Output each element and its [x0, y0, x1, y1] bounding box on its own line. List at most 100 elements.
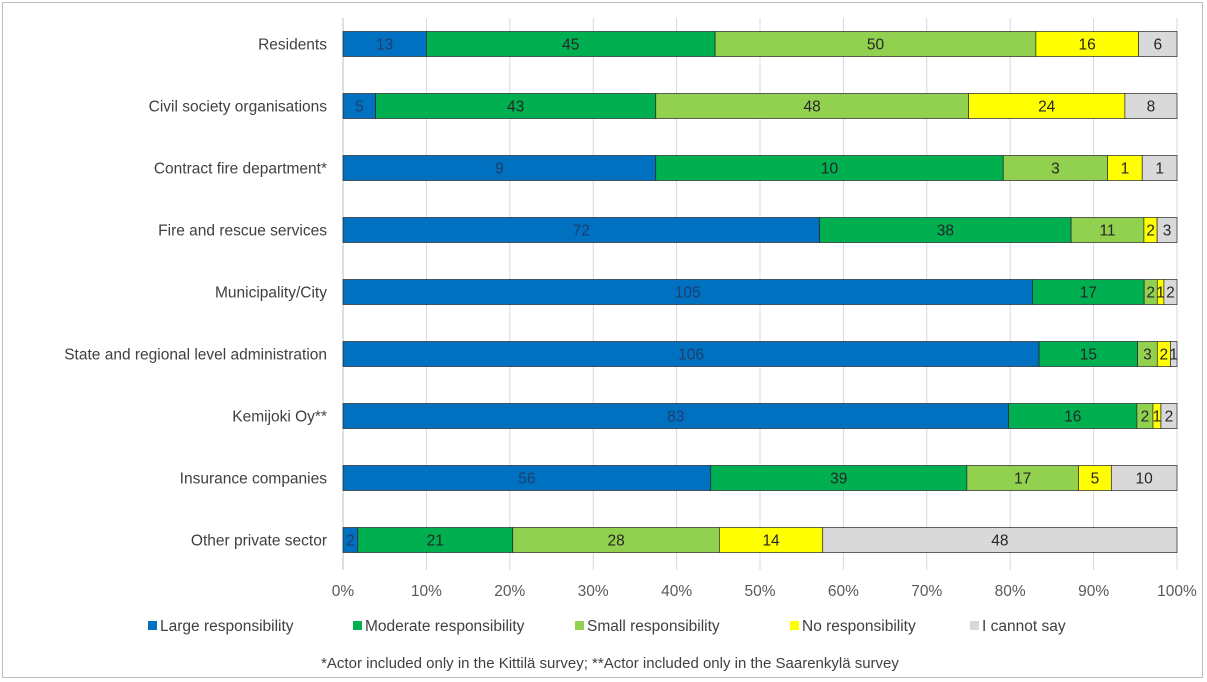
- data-label: 3: [1051, 161, 1060, 178]
- bar-segment: [1107, 155, 1143, 181]
- bar-segment: [655, 93, 969, 119]
- data-label: 39: [830, 471, 847, 488]
- legend-label: Moderate responsibility: [365, 618, 525, 635]
- bar-segment: [342, 279, 1033, 305]
- bar-segment: [342, 341, 1040, 367]
- bar-segment: [1032, 279, 1145, 305]
- data-label: 1: [1153, 409, 1162, 426]
- legend-label: No responsibility: [802, 618, 916, 635]
- bar-segment: [1160, 403, 1178, 429]
- data-label: 1: [1169, 347, 1178, 364]
- bar-segment: [966, 465, 1079, 491]
- data-label: 16: [1064, 409, 1081, 426]
- data-label: 2: [1160, 347, 1169, 364]
- bar-segment: [1110, 465, 1178, 491]
- data-label: 2: [1146, 223, 1155, 240]
- data-label: 10: [1136, 471, 1154, 488]
- data-label: 38: [937, 223, 954, 240]
- x-tick-label: 80%: [995, 583, 1026, 600]
- bar-segment: [819, 217, 1072, 243]
- bar-segment: [1124, 93, 1178, 119]
- data-label: 3: [1143, 347, 1152, 364]
- data-label: 83: [667, 409, 684, 426]
- bar-segment: [357, 527, 514, 553]
- x-tick-label: 20%: [494, 583, 525, 600]
- data-label: 17: [1014, 471, 1031, 488]
- x-tick-label: 90%: [1078, 583, 1109, 600]
- bar-segment: [1070, 217, 1145, 243]
- data-label: 11: [1099, 223, 1115, 240]
- data-label: 8: [1147, 99, 1156, 116]
- data-label: 10: [821, 161, 839, 178]
- bar-segment: [1163, 279, 1178, 305]
- bar-segment: [1170, 341, 1178, 367]
- category-label: Fire and rescue services: [158, 223, 327, 240]
- data-label: 5: [1091, 471, 1100, 488]
- bar-segment: [1141, 155, 1178, 181]
- bar-segment: [1008, 403, 1138, 429]
- bar-segment: [342, 217, 820, 243]
- data-label: 2: [1146, 285, 1155, 302]
- x-tick-label: 30%: [578, 583, 609, 600]
- legend-label: Small responsibility: [587, 618, 720, 635]
- chart-footnote: *Actor included only in the Kittilä surv…: [321, 655, 899, 672]
- data-label: 2: [1166, 285, 1175, 302]
- legend-swatch: [790, 621, 799, 630]
- data-label: 45: [562, 37, 579, 54]
- x-tick-label: 40%: [661, 583, 692, 600]
- category-label: State and regional level administration: [64, 347, 327, 364]
- data-label: 15: [1080, 347, 1097, 364]
- bar-segment: [1002, 155, 1108, 181]
- category-label: Municipality/City: [215, 285, 327, 302]
- bar-segment: [822, 527, 1178, 553]
- data-label: 50: [867, 37, 885, 54]
- data-label: 43: [507, 99, 524, 116]
- bar-segment: [1156, 217, 1178, 243]
- data-label: 16: [1079, 37, 1096, 54]
- category-label: Contract fire department*: [154, 161, 327, 178]
- bar-segment: [1078, 465, 1112, 491]
- legend-swatch: [353, 621, 362, 630]
- data-label: 48: [991, 533, 1008, 550]
- data-label: 5: [355, 99, 364, 116]
- x-tick-label: 70%: [911, 583, 942, 600]
- data-label: 13: [376, 37, 393, 54]
- bar-segment: [342, 155, 657, 181]
- legend-swatch: [148, 621, 157, 630]
- category-label: Insurance companies: [180, 471, 328, 488]
- x-tick-label: 100%: [1157, 583, 1197, 600]
- x-tick-label: 50%: [744, 583, 775, 600]
- data-label: 24: [1038, 99, 1056, 116]
- category-label: Residents: [258, 37, 327, 54]
- legend-swatch: [970, 621, 979, 630]
- category-label: Civil society organisations: [149, 99, 328, 116]
- bar-segment: [655, 155, 1004, 181]
- data-label: 28: [607, 533, 624, 550]
- data-label: 2: [346, 533, 355, 550]
- data-label: 17: [1080, 285, 1097, 302]
- legend-swatch: [575, 621, 584, 630]
- bar-segment: [375, 93, 657, 119]
- data-label: 56: [518, 471, 535, 488]
- bar-segment: [1038, 341, 1138, 367]
- bar-segment: [512, 527, 720, 553]
- category-label: Kemijoki Oy**: [232, 409, 327, 426]
- data-label: 21: [427, 533, 444, 550]
- x-tick-label: 60%: [828, 583, 859, 600]
- data-label: 105: [675, 285, 701, 302]
- bar-segment: [342, 31, 427, 57]
- data-label: 14: [762, 533, 780, 550]
- data-label: 1: [1121, 161, 1130, 178]
- legend-label: Large responsibility: [160, 618, 294, 635]
- data-label: 6: [1153, 37, 1162, 54]
- legend-label: I cannot say: [982, 618, 1066, 635]
- data-label: 2: [1165, 409, 1174, 426]
- bar-segment: [1138, 31, 1178, 57]
- data-label: 9: [495, 161, 504, 178]
- bar-segment: [342, 403, 1009, 429]
- data-label: 3: [1163, 223, 1172, 240]
- x-tick-label: 0%: [332, 583, 355, 600]
- data-label: 72: [573, 223, 590, 240]
